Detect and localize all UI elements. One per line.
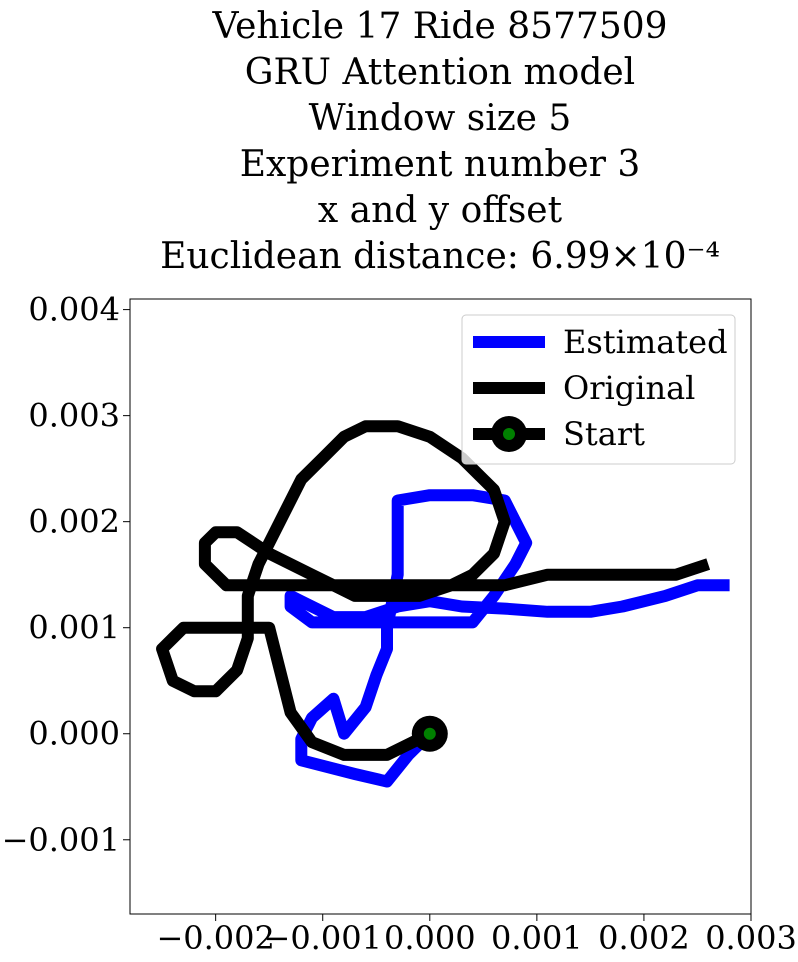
y-tick-label: 0.003	[28, 397, 120, 435]
chart-title: Vehicle 17 Ride 8577509 GRU Attention mod…	[160, 6, 720, 277]
x-axis: −0.002−0.001 0.000 0.001 0.002 0.003	[156, 914, 797, 957]
start-point-inner	[423, 727, 436, 740]
series-line-estimated	[284, 489, 730, 788]
legend: Estimated Original Start	[461, 314, 736, 465]
y-tick-label: 0.000	[28, 715, 120, 753]
legend-label-start: Start	[563, 415, 645, 453]
y-tick-label: −0.001	[2, 821, 120, 859]
x-tick-label: 0.003	[705, 919, 797, 957]
legend-start-marker-inner	[503, 428, 515, 440]
title-line: Euclidean distance: 6.99×10⁻⁴	[160, 236, 720, 277]
x-tick-label: 0.001	[491, 919, 583, 957]
start-marker	[411, 715, 448, 752]
y-tick-label: 0.001	[28, 609, 120, 647]
legend-label-estimated: Estimated	[563, 323, 728, 361]
title-line: Window size 5	[309, 98, 572, 139]
plot-frame	[129, 298, 752, 915]
title-line: Vehicle 17 Ride 8577509	[211, 6, 667, 47]
y-axis: −0.001 0.000 0.001 0.002 0.003 0.004	[2, 291, 130, 859]
legend-label-original: Original	[563, 369, 695, 407]
title-line: x and y offset	[318, 190, 563, 231]
title-line: Experiment number 3	[240, 144, 641, 185]
plot-area	[129, 298, 752, 915]
y-tick-label: 0.002	[28, 503, 120, 541]
legend-box	[461, 314, 736, 465]
x-tick-label: −0.002	[156, 919, 274, 957]
y-tick-label: 0.004	[28, 291, 120, 329]
x-tick-label: −0.001	[264, 919, 382, 957]
series-group	[156, 420, 730, 788]
x-tick-label: 0.002	[598, 919, 690, 957]
title-line: GRU Attention model	[245, 52, 635, 93]
series-line-original	[156, 420, 711, 761]
x-tick-label: 0.000	[384, 919, 476, 957]
